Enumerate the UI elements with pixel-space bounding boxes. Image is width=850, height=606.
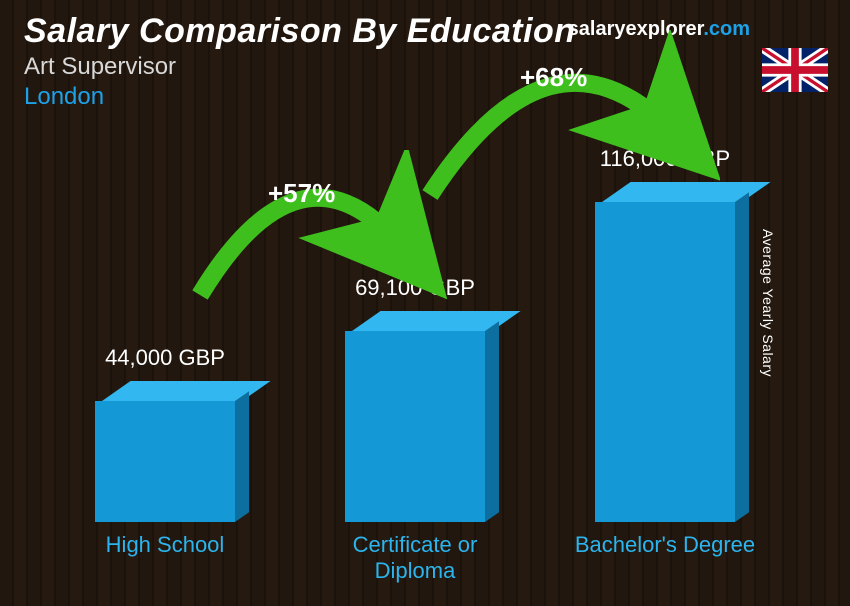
brand-suffix: .com [703, 18, 750, 40]
pct-increase-2: +68% [520, 62, 587, 93]
brand-logo: salaryexplorer.com [568, 18, 750, 41]
category-label: High School [106, 532, 225, 586]
uk-flag-icon [762, 48, 828, 92]
value-label: 69,100 GBP [355, 275, 475, 301]
pct-increase-1: +57% [268, 178, 335, 209]
location: London [24, 83, 826, 111]
bar [345, 311, 485, 522]
infographic-container: Salary Comparison By Education Art Super… [0, 0, 850, 606]
bar [95, 381, 235, 522]
bar-group-high-school: 44,000 GBP High School [65, 345, 265, 586]
value-label: 116,000 GBP [600, 146, 730, 172]
bar-chart: 44,000 GBP High School 69,100 GBP Certif… [40, 140, 790, 586]
category-label: Certificate or Diploma [315, 532, 515, 586]
bar [595, 182, 735, 522]
bar-group-bachelor: 116,000 GBP Bachelor's Degree [565, 146, 765, 586]
bar-group-certificate: 69,100 GBP Certificate or Diploma [315, 275, 515, 586]
brand-name: salaryexplorer [568, 18, 704, 40]
job-title: Art Supervisor [24, 53, 826, 81]
category-label: Bachelor's Degree [575, 532, 755, 586]
value-label: 44,000 GBP [105, 345, 225, 371]
